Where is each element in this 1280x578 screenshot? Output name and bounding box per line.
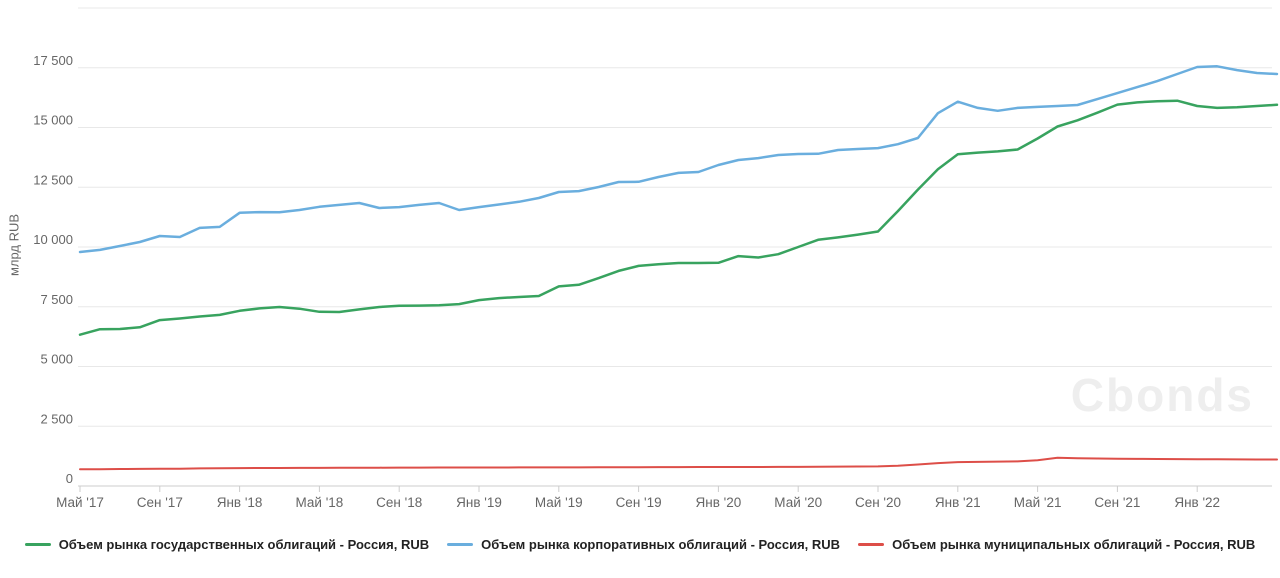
legend-item-corporate-bonds[interactable]: Объем рынка корпоративных облигаций - Ро… [447,537,840,552]
x-axis-tick-label: Сен '20 [855,495,901,510]
legend-marker-corporate-icon [447,543,474,546]
x-axis-tick-label: Янв '19 [456,495,502,510]
y-axis-tick-label: 2 500 [40,411,73,426]
x-axis-tick-label: Сен '21 [1094,495,1140,510]
y-axis-tick-label: 7 500 [40,292,73,307]
y-axis-tick-label: 0 [66,471,73,486]
legend-label-government: Объем рынка государственных облигаций - … [58,537,430,552]
legend-marker-municipal-icon [858,543,885,546]
x-axis-tick-label: Май '20 [774,495,822,510]
x-axis-tick-label: Янв '20 [696,495,742,510]
x-axis-tick-label: Сен '17 [137,495,183,510]
legend-item-government-bonds[interactable]: Объем рынка государственных облигаций - … [24,537,430,552]
chart-plot-area: 0 2 500 5 000 7 500 10 000 12 500 15 000 17 500… [33,7,1279,510]
cbonds-watermark: Cbonds [1070,369,1254,421]
x-axis-tick-label: Май '21 [1014,495,1062,510]
legend-label-municipal: Объем рынка муниципальных облигаций - Ро… [892,537,1256,552]
series-line-government [78,99,1279,336]
legend-label-corporate: Объем рынка корпоративных облигаций - Ро… [481,537,841,552]
x-axis-tick-label: Янв '18 [217,495,263,510]
series-line-municipal [79,456,1278,471]
x-axis-tick-label: Май '18 [296,495,344,510]
series-line-corporate [78,65,1279,254]
x-axis-tick-label: Янв '21 [935,495,981,510]
x-axis-tick-label: Май '19 [535,495,583,510]
x-axis-tick-label: Янв '22 [1174,495,1220,510]
chart-legend: Объем рынка государственных облигаций - … [0,537,1280,552]
legend-item-municipal-bonds[interactable]: Объем рынка муниципальных облигаций - Ро… [858,537,1255,552]
y-axis-tick-label: 10 000 [33,232,73,247]
y-axis-tick-label: 17 500 [33,53,73,68]
x-axis-tick-label: Сен '19 [616,495,662,510]
legend-marker-government-icon [24,543,51,546]
y-axis-title: млрд RUB [6,213,22,277]
y-axis-tick-label: 12 500 [33,172,73,187]
x-axis-tick-label: Сен '18 [376,495,422,510]
y-axis-tick-label: 15 000 [33,113,73,128]
y-axis-tick-label: 5 000 [40,352,73,367]
x-axis-tick-label: Май '17 [56,495,104,510]
